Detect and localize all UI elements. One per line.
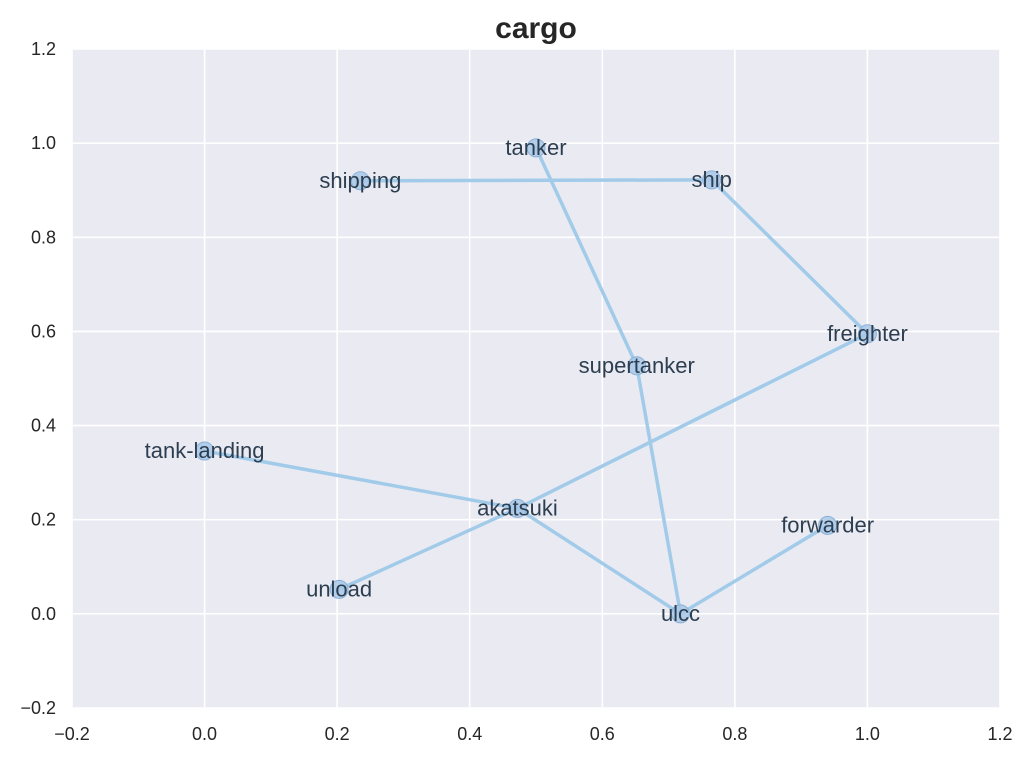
edge-layer bbox=[202, 146, 870, 616]
data-point-marker bbox=[857, 324, 877, 344]
data-point-marker bbox=[526, 138, 546, 158]
edge-line bbox=[635, 364, 683, 616]
data-point-marker bbox=[818, 515, 838, 535]
data-point-label: unload bbox=[306, 576, 372, 601]
x-tick-label: 0.2 bbox=[325, 724, 350, 744]
x-tick-label: 1.2 bbox=[987, 724, 1012, 744]
edge-line bbox=[709, 178, 870, 336]
label-layer: shipping tanker ship freighter supertanker ta… bbox=[145, 135, 908, 626]
y-tick-label: 0.0 bbox=[31, 604, 56, 624]
x-tick-label: −0.2 bbox=[54, 724, 90, 744]
marker-layer bbox=[195, 138, 877, 624]
edge-line bbox=[337, 506, 520, 592]
data-point-label: tanker bbox=[505, 135, 566, 160]
edge-line bbox=[202, 449, 520, 511]
data-point-marker bbox=[627, 356, 647, 376]
data-point-marker bbox=[671, 604, 691, 624]
y-tick-label: 0.2 bbox=[31, 510, 56, 530]
data-point-marker bbox=[507, 498, 527, 518]
y-tick-label: 0.6 bbox=[31, 321, 56, 341]
x-tick-label: 0.6 bbox=[590, 724, 615, 744]
x-tick-label: 0.4 bbox=[457, 724, 482, 744]
x-tick-label: 0.8 bbox=[722, 724, 747, 744]
y-tick-label: 0.4 bbox=[31, 416, 56, 436]
x-tick-label: 1.0 bbox=[855, 724, 880, 744]
y-tick-label: 0.8 bbox=[31, 227, 56, 247]
x-axis-ticks: −0.2 0.0 0.2 0.4 0.6 0.8 1.0 1.2 bbox=[54, 724, 1012, 744]
x-tick-label: 0.0 bbox=[192, 724, 217, 744]
data-point-label: supertanker bbox=[579, 353, 695, 378]
edge-line bbox=[358, 178, 714, 183]
y-tick-label: 1.0 bbox=[31, 133, 56, 153]
data-point-label: ship bbox=[691, 167, 731, 192]
data-point-marker bbox=[702, 170, 722, 190]
data-point-marker bbox=[329, 579, 349, 599]
plot-background bbox=[72, 49, 1000, 708]
edge-line bbox=[534, 146, 639, 368]
data-point-label: ulcc bbox=[661, 601, 700, 626]
edge-line bbox=[678, 523, 830, 616]
data-point-label: freighter bbox=[827, 321, 908, 346]
edge-line bbox=[515, 332, 870, 511]
edge-line bbox=[515, 506, 683, 616]
y-tick-label: 1.2 bbox=[31, 39, 56, 59]
y-axis-ticks: −0.2 0.0 0.2 0.4 0.6 0.8 1.0 1.2 bbox=[20, 39, 56, 718]
y-tick-label: −0.2 bbox=[20, 698, 56, 718]
data-point-label: akatsuki bbox=[477, 495, 558, 520]
data-point-label: tank-landing bbox=[145, 438, 265, 463]
data-point-label: shipping bbox=[319, 168, 401, 193]
data-point-marker bbox=[350, 171, 370, 191]
chart-title: cargo bbox=[495, 12, 577, 45]
data-point-marker bbox=[195, 441, 215, 461]
data-point-label: forwarder bbox=[781, 512, 874, 537]
